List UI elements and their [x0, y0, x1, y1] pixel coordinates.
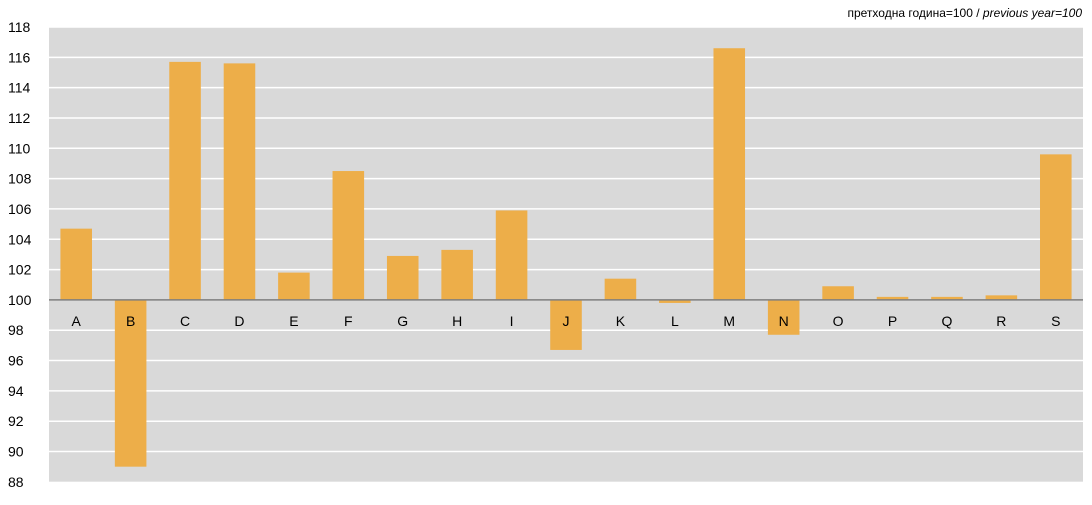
x-tick-label: S: [1051, 313, 1060, 329]
x-tick-label: L: [671, 313, 679, 329]
index-base-note-separator: /: [972, 6, 983, 20]
y-tick-label: 104: [8, 231, 32, 247]
bars: [60, 48, 1072, 467]
x-tick-label: K: [616, 313, 626, 329]
x-tick-label: I: [510, 313, 514, 329]
y-tick-label: 118: [8, 19, 31, 35]
x-tick-label: N: [779, 313, 789, 329]
y-axis-ticks: 88 90 92 94 96 98 100 102 104 106 108 110 112 114 116 1…: [8, 19, 32, 490]
x-tick-label: G: [397, 313, 408, 329]
index-base-note-local: претходна година=100: [847, 6, 973, 20]
bar-O: [822, 286, 854, 300]
bar-R: [985, 295, 1018, 300]
category-labels: A B C D E F G H I J K L M N O P Q R S: [72, 313, 1061, 329]
y-tick-label: 92: [8, 413, 24, 429]
plot-area: [49, 27, 1083, 482]
y-tick-label: 96: [8, 353, 24, 369]
bar-Q: [931, 296, 963, 300]
x-tick-label: A: [72, 313, 82, 329]
index-base-note: претходна година=100 / previous year=100: [847, 6, 1082, 20]
x-tick-label: C: [180, 313, 190, 329]
y-tick-label: 110: [8, 140, 31, 156]
x-tick-label: H: [452, 313, 462, 329]
x-tick-label: O: [833, 313, 844, 329]
y-tick-label: 90: [8, 444, 24, 460]
bar-A: [60, 228, 92, 300]
y-tick-label: 98: [8, 322, 24, 338]
index-base-note-english: previous year=100: [982, 6, 1082, 20]
x-tick-label: P: [888, 313, 897, 329]
bar-D: [223, 63, 256, 300]
bar-I: [495, 210, 528, 300]
bar-K: [604, 278, 637, 300]
bar-E: [278, 272, 310, 300]
y-tick-label: 114: [8, 80, 31, 96]
x-tick-label: M: [723, 313, 735, 329]
x-tick-label: Q: [942, 313, 953, 329]
bar-M: [713, 48, 746, 300]
bar-G: [386, 255, 419, 300]
bar-F: [332, 171, 365, 300]
x-tick-label: E: [289, 313, 298, 329]
bar-H: [441, 249, 473, 300]
y-tick-label: 112: [8, 110, 31, 126]
y-tick-label: 116: [8, 49, 31, 65]
x-tick-label: J: [563, 313, 570, 329]
bar-J: [550, 299, 582, 350]
y-tick-label: 100: [8, 292, 32, 308]
x-tick-label: B: [126, 313, 135, 329]
x-tick-label: F: [344, 313, 353, 329]
bar-N: [767, 299, 800, 335]
y-tick-label: 108: [8, 171, 32, 187]
y-tick-label: 106: [8, 201, 32, 217]
y-tick-label: 102: [8, 262, 32, 278]
y-tick-label: 88: [8, 474, 24, 490]
gridlines: [49, 26, 1083, 453]
bar-S: [1040, 154, 1072, 300]
x-tick-label: R: [996, 313, 1006, 329]
x-tick-label: D: [234, 313, 244, 329]
bar-C: [169, 61, 201, 300]
bar-P: [876, 296, 909, 300]
y-tick-label: 94: [8, 383, 24, 399]
bar-L: [659, 299, 691, 303]
bar-B: [114, 299, 147, 467]
